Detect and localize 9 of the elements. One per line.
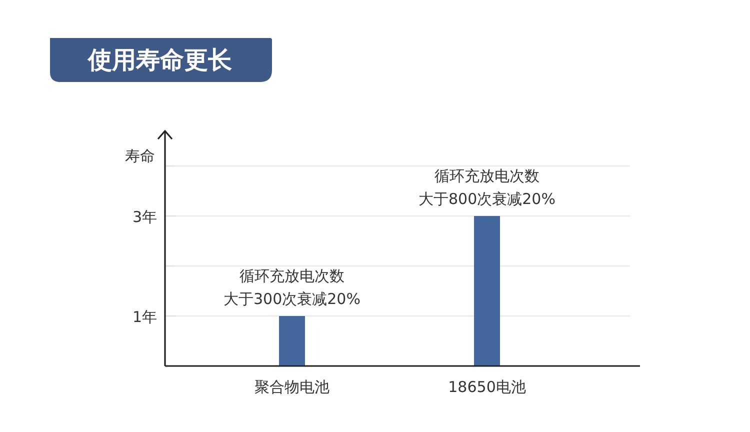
y-tick-label: 1年: [132, 308, 157, 326]
annotation: 循环充放电次数大于300次衰减20%: [224, 267, 360, 308]
y-axis-title: 寿命: [125, 147, 155, 165]
x-tick-label: 聚合物电池: [254, 378, 330, 396]
x-tick-label: 18650电池: [448, 378, 526, 396]
chart-title: 使用寿命更长: [87, 46, 232, 74]
y-tick-label: 3年: [132, 208, 157, 226]
title-banner: 使用寿命更长: [50, 38, 272, 82]
annotation: 循环充放电次数大于800次衰减20%: [418, 167, 556, 208]
